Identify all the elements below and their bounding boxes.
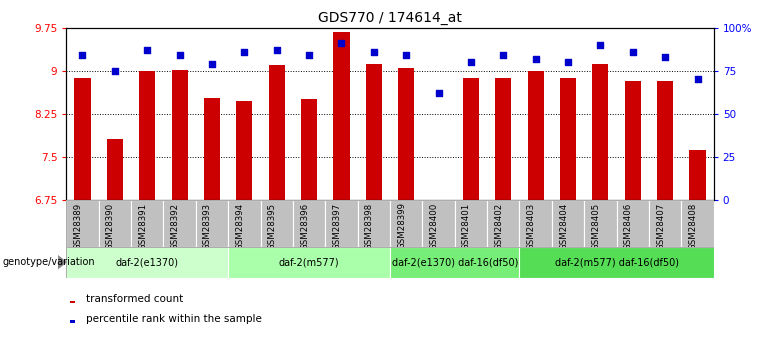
- Bar: [584, 200, 617, 247]
- Bar: [390, 247, 519, 278]
- Bar: [552, 200, 584, 247]
- Text: GSM28406: GSM28406: [624, 203, 633, 250]
- Text: GSM28401: GSM28401: [462, 203, 471, 250]
- Bar: [649, 200, 682, 247]
- Bar: [69, 321, 76, 323]
- Bar: [325, 200, 358, 247]
- Text: transformed count: transformed count: [86, 294, 183, 304]
- Text: daf-2(m577): daf-2(m577): [278, 257, 339, 267]
- Point: [562, 59, 574, 65]
- Point: [335, 40, 348, 46]
- Bar: [527, 71, 544, 200]
- Text: GSM28397: GSM28397: [332, 203, 342, 249]
- Bar: [172, 70, 188, 200]
- Point: [530, 56, 542, 61]
- Point: [367, 49, 380, 55]
- Bar: [301, 99, 317, 200]
- Text: daf-2(e1370): daf-2(e1370): [115, 257, 179, 267]
- Text: GSM28405: GSM28405: [591, 203, 601, 250]
- Text: daf-2(e1370) daf-16(df50): daf-2(e1370) daf-16(df50): [392, 257, 518, 267]
- Text: GSM28400: GSM28400: [430, 203, 438, 250]
- Point: [271, 47, 283, 53]
- Bar: [463, 78, 479, 200]
- Bar: [99, 200, 131, 247]
- Text: GSM28395: GSM28395: [268, 203, 277, 249]
- Bar: [69, 301, 76, 303]
- Bar: [487, 200, 519, 247]
- Bar: [390, 200, 423, 247]
- Bar: [164, 200, 196, 247]
- Bar: [293, 200, 325, 247]
- Bar: [519, 200, 552, 247]
- Text: GSM28396: GSM28396: [300, 203, 309, 249]
- Bar: [398, 68, 414, 200]
- Point: [659, 54, 672, 60]
- Text: GSM28404: GSM28404: [559, 203, 568, 250]
- Point: [497, 52, 509, 58]
- Bar: [229, 200, 261, 247]
- Text: GSM28394: GSM28394: [236, 203, 244, 249]
- Bar: [560, 78, 576, 200]
- Text: GSM28408: GSM28408: [689, 203, 697, 250]
- Bar: [66, 247, 229, 278]
- Text: percentile rank within the sample: percentile rank within the sample: [86, 314, 261, 324]
- Point: [303, 52, 315, 58]
- Bar: [519, 247, 714, 278]
- Bar: [107, 139, 123, 200]
- Bar: [333, 32, 349, 200]
- Point: [206, 61, 218, 67]
- Point: [626, 49, 639, 55]
- Point: [76, 52, 89, 58]
- Text: GSM28407: GSM28407: [656, 203, 665, 250]
- Bar: [261, 200, 293, 247]
- Bar: [495, 78, 512, 200]
- Point: [594, 42, 607, 48]
- Bar: [66, 200, 99, 247]
- Bar: [229, 247, 390, 278]
- Point: [691, 77, 704, 82]
- Point: [173, 52, 186, 58]
- Bar: [236, 101, 253, 200]
- Text: GSM28389: GSM28389: [73, 203, 83, 249]
- Point: [400, 52, 413, 58]
- Bar: [682, 200, 714, 247]
- Text: GSM28402: GSM28402: [495, 203, 503, 250]
- Bar: [204, 98, 220, 200]
- Bar: [431, 200, 447, 202]
- Bar: [455, 200, 487, 247]
- Text: GSM28403: GSM28403: [526, 203, 536, 250]
- Bar: [423, 200, 455, 247]
- Text: GSM28391: GSM28391: [138, 203, 147, 249]
- Text: GSM28398: GSM28398: [365, 203, 374, 249]
- Polygon shape: [58, 255, 67, 270]
- Bar: [366, 64, 382, 200]
- Point: [465, 59, 477, 65]
- Bar: [617, 200, 649, 247]
- Bar: [358, 200, 390, 247]
- Text: daf-2(m577) daf-16(df50): daf-2(m577) daf-16(df50): [555, 257, 679, 267]
- Point: [432, 90, 445, 96]
- Text: GSM28392: GSM28392: [171, 203, 179, 249]
- Text: GSM28393: GSM28393: [203, 203, 212, 249]
- Bar: [592, 64, 608, 200]
- Title: GDS770 / 174614_at: GDS770 / 174614_at: [318, 11, 462, 25]
- Text: genotype/variation: genotype/variation: [2, 257, 95, 267]
- Bar: [196, 200, 229, 247]
- Bar: [625, 81, 641, 200]
- Text: GSM28399: GSM28399: [397, 203, 406, 249]
- Point: [238, 49, 250, 55]
- Bar: [657, 81, 673, 200]
- Text: GSM28390: GSM28390: [106, 203, 115, 249]
- Bar: [268, 65, 285, 200]
- Point: [108, 68, 121, 73]
- Bar: [131, 200, 164, 247]
- Bar: [74, 78, 90, 200]
- Bar: [139, 71, 155, 200]
- Point: [141, 47, 154, 53]
- Bar: [690, 150, 706, 200]
